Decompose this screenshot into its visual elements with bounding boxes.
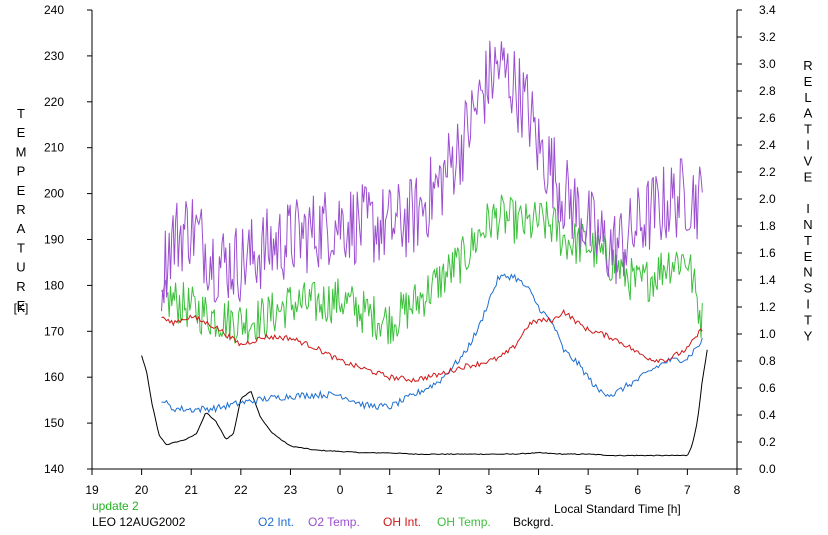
right-tick-label: 2.8 bbox=[759, 84, 776, 98]
series-line-o2-int bbox=[161, 273, 703, 414]
right-tick-label: 0.4 bbox=[759, 408, 776, 422]
legend-oh-int: OH Int. bbox=[383, 515, 421, 529]
series-line-oh-int bbox=[161, 308, 703, 383]
x-tick-label: 0 bbox=[337, 483, 344, 497]
legend-o2-temp: O2 Temp. bbox=[308, 515, 360, 529]
right-tick-label: 2.2 bbox=[759, 165, 776, 179]
right-tick-label: 1.0 bbox=[759, 327, 776, 341]
left-tick-label: 230 bbox=[44, 49, 64, 63]
right-tick-label: 2.4 bbox=[759, 138, 776, 152]
left-tick-label: 240 bbox=[44, 3, 64, 17]
series-line-o2-temp bbox=[161, 40, 703, 312]
x-tick-label: 3 bbox=[486, 483, 493, 497]
right-tick-label: 1.2 bbox=[759, 300, 776, 314]
x-tick-label: 23 bbox=[284, 483, 298, 497]
right-tick-label: 0.2 bbox=[759, 435, 776, 449]
right-tick-label: 2.0 bbox=[759, 192, 776, 206]
left-axis-unit: [K] bbox=[14, 301, 29, 315]
update-label: update 2 bbox=[92, 499, 139, 513]
right-tick-label: 0.0 bbox=[759, 462, 776, 476]
left-tick-label: 180 bbox=[44, 278, 64, 292]
x-tick-label: 20 bbox=[135, 483, 149, 497]
right-tick-label: 1.4 bbox=[759, 273, 776, 287]
x-tick-label: 19 bbox=[85, 483, 99, 497]
series-line-oh-temp bbox=[161, 194, 703, 345]
right-tick-label: 3.0 bbox=[759, 57, 776, 71]
left-tick-label: 190 bbox=[44, 233, 64, 247]
left-tick-label: 220 bbox=[44, 95, 64, 109]
left-tick-label: 200 bbox=[44, 187, 64, 201]
x-tick-label: 8 bbox=[734, 483, 741, 497]
legend-o2-int: O2 Int. bbox=[258, 515, 294, 529]
x-axis-title: Local Standard Time [h] bbox=[554, 502, 681, 516]
right-tick-label: 3.2 bbox=[759, 30, 776, 44]
left-tick-label: 150 bbox=[44, 416, 64, 430]
left-tick-label: 160 bbox=[44, 370, 64, 384]
left-tick-label: 170 bbox=[44, 324, 64, 338]
x-tick-label: 7 bbox=[684, 483, 691, 497]
right-tick-label: 1.6 bbox=[759, 246, 776, 260]
left-tick-label: 210 bbox=[44, 141, 64, 155]
right-tick-label: 3.4 bbox=[759, 3, 776, 17]
x-tick-label: 4 bbox=[535, 483, 542, 497]
station-date-label: LEO 12AUG2002 bbox=[92, 515, 186, 529]
x-tick-label: 5 bbox=[585, 483, 592, 497]
x-tick-label: 21 bbox=[185, 483, 199, 497]
series-line-bckgrd bbox=[141, 349, 708, 457]
x-tick-label: 6 bbox=[634, 483, 641, 497]
right-tick-label: 0.6 bbox=[759, 381, 776, 395]
legend-bckgrd: Bckgrd. bbox=[513, 515, 554, 529]
x-tick-label: 1 bbox=[386, 483, 393, 497]
left-tick-label: 140 bbox=[44, 462, 64, 476]
right-tick-label: 2.6 bbox=[759, 111, 776, 125]
right-tick-label: 1.8 bbox=[759, 219, 776, 233]
x-tick-label: 22 bbox=[234, 483, 248, 497]
right-tick-label: 0.8 bbox=[759, 354, 776, 368]
x-tick-label: 2 bbox=[436, 483, 443, 497]
legend-oh-temp: OH Temp. bbox=[437, 515, 491, 529]
